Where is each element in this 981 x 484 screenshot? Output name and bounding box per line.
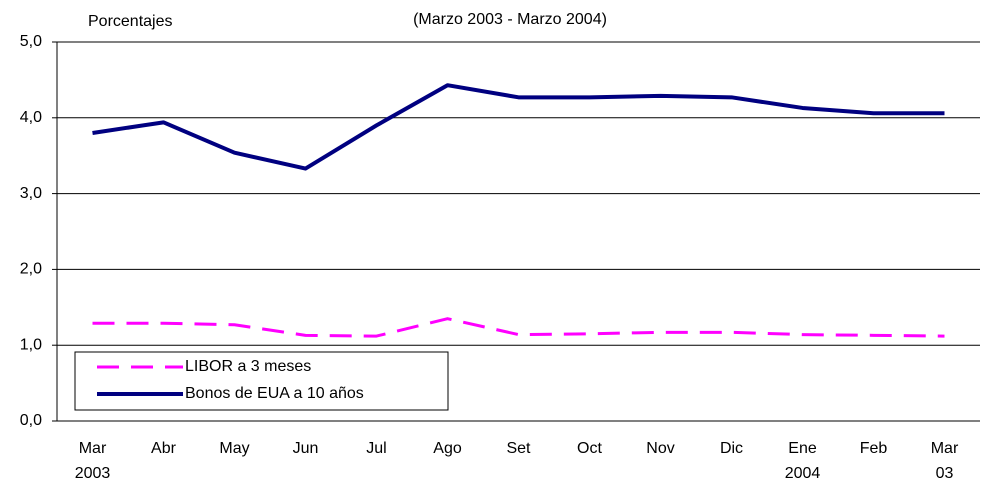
- x-tick-sublabel: 03: [936, 465, 954, 482]
- y-tick-label: 2,0: [20, 261, 42, 278]
- x-tick-label: May: [219, 440, 249, 457]
- y-axis-label: Porcentajes: [88, 13, 173, 30]
- x-tick-label: Abr: [151, 440, 177, 457]
- series-line: [92, 83, 945, 171]
- x-tick-sublabel: 2004: [785, 465, 821, 482]
- x-tick-label: Oct: [577, 440, 602, 457]
- x-tick-label: Feb: [860, 440, 888, 457]
- x-tick-label: Jul: [366, 440, 386, 457]
- legend-label: Bonos de EUA a 10 años: [185, 385, 364, 402]
- y-tick-label: 1,0: [20, 336, 42, 353]
- series-line: [92, 317, 945, 338]
- y-tick-label: 5,0: [20, 33, 42, 50]
- x-tick-label: Set: [506, 440, 531, 457]
- x-tick-label: Ago: [433, 440, 462, 457]
- y-tick-label: 3,0: [20, 185, 42, 202]
- x-tick-label: Mar: [79, 440, 107, 457]
- x-tick-label: Jun: [293, 440, 319, 457]
- legend-box: [74, 351, 449, 411]
- x-tick-label: Dic: [720, 440, 743, 457]
- y-tick-label: 0,0: [20, 412, 42, 429]
- chart-title: (Marzo 2003 - Marzo 2004): [413, 11, 607, 28]
- x-tick-sublabel: 2003: [75, 465, 111, 482]
- y-tick-label: 4,0: [20, 109, 42, 126]
- x-tick-label: Ene: [788, 440, 817, 457]
- x-tick-label: Mar: [931, 440, 959, 457]
- x-tick-label: Nov: [646, 440, 674, 457]
- legend-label: LIBOR a 3 meses: [185, 358, 311, 375]
